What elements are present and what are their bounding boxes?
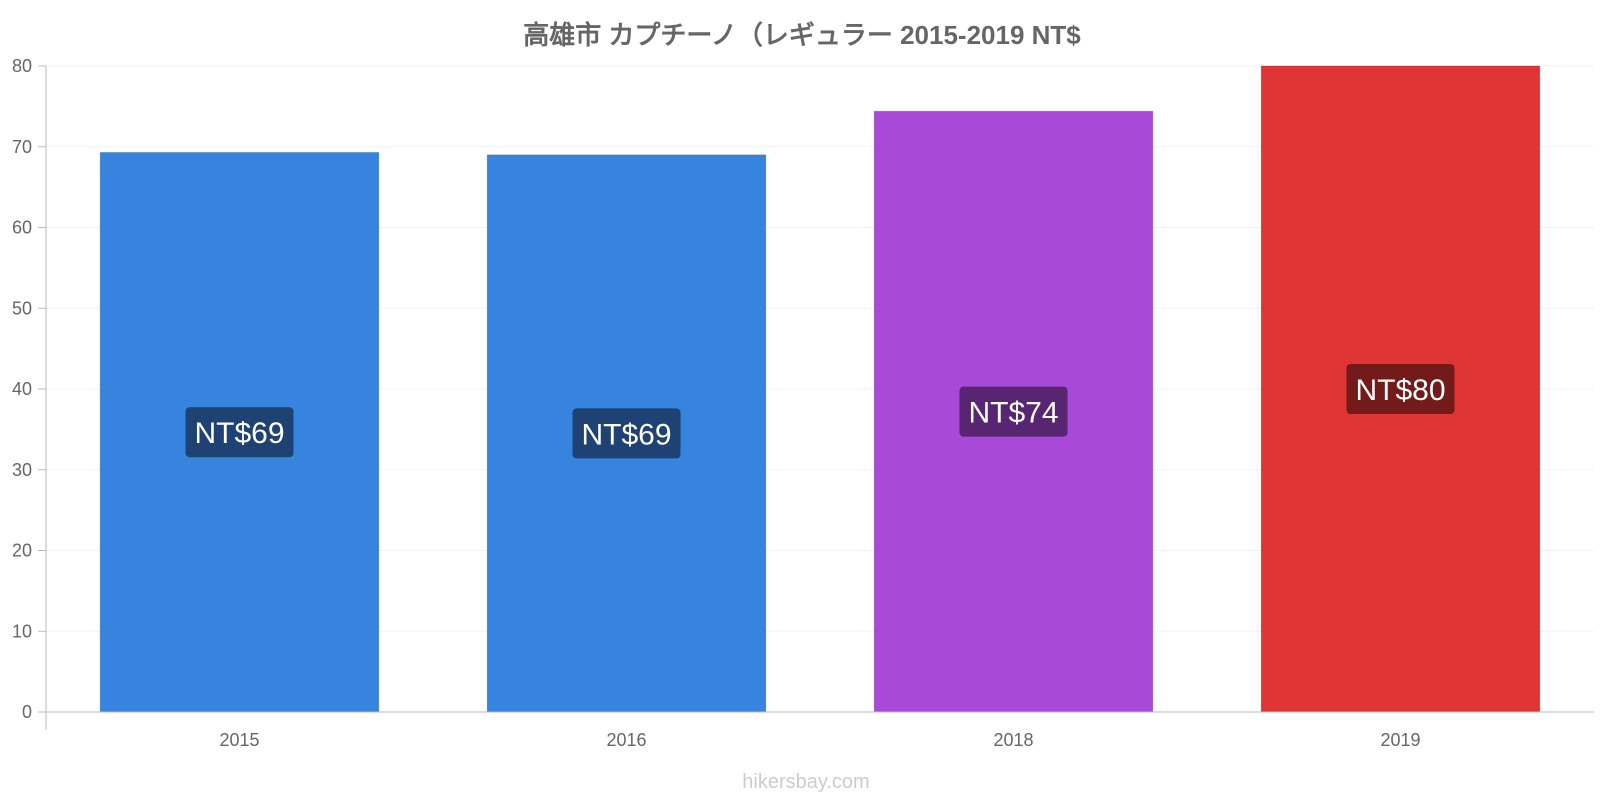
data-label-box-2015 bbox=[185, 407, 294, 458]
y-tick-label-20: 20 bbox=[12, 541, 32, 561]
watermark: hikersbay.com bbox=[742, 771, 869, 793]
data-label-box-2019 bbox=[1346, 364, 1455, 414]
x-tick-label-2018: 2018 bbox=[993, 730, 1033, 750]
y-axis-ticks: 0 10 20 30 40 50 60 70 80 bbox=[12, 56, 46, 722]
data-label-box-2018 bbox=[959, 386, 1068, 437]
data-label-2019: NT$80 bbox=[1355, 374, 1445, 407]
data-label-2018: NT$74 bbox=[968, 397, 1058, 430]
data-label-2016: NT$69 bbox=[581, 418, 671, 451]
x-tick-label-2016: 2016 bbox=[606, 730, 646, 750]
y-tick-label-10: 10 bbox=[12, 621, 32, 641]
data-label-2015: NT$69 bbox=[194, 417, 284, 450]
x-tick-label-2019: 2019 bbox=[1380, 730, 1420, 750]
chart-title: 高雄市 カプチーノ（レギュラー 2015-2019 NT$ bbox=[523, 20, 1081, 50]
y-tick-label-40: 40 bbox=[12, 379, 32, 399]
x-axis-labels: 2015 2016 2018 2019 bbox=[219, 730, 1420, 750]
x-tick-label-2015: 2015 bbox=[219, 730, 259, 750]
data-label-box-2016 bbox=[572, 408, 681, 459]
y-tick-label-70: 70 bbox=[12, 137, 32, 157]
y-tick-label-50: 50 bbox=[12, 298, 32, 318]
y-tick-label-30: 30 bbox=[12, 460, 32, 480]
y-tick-label-80: 80 bbox=[12, 56, 32, 76]
y-tick-label-60: 60 bbox=[12, 218, 32, 238]
y-tick-label-0: 0 bbox=[22, 702, 32, 722]
data-labels: NT$69 NT$69 NT$74 NT$80 bbox=[185, 364, 1455, 459]
